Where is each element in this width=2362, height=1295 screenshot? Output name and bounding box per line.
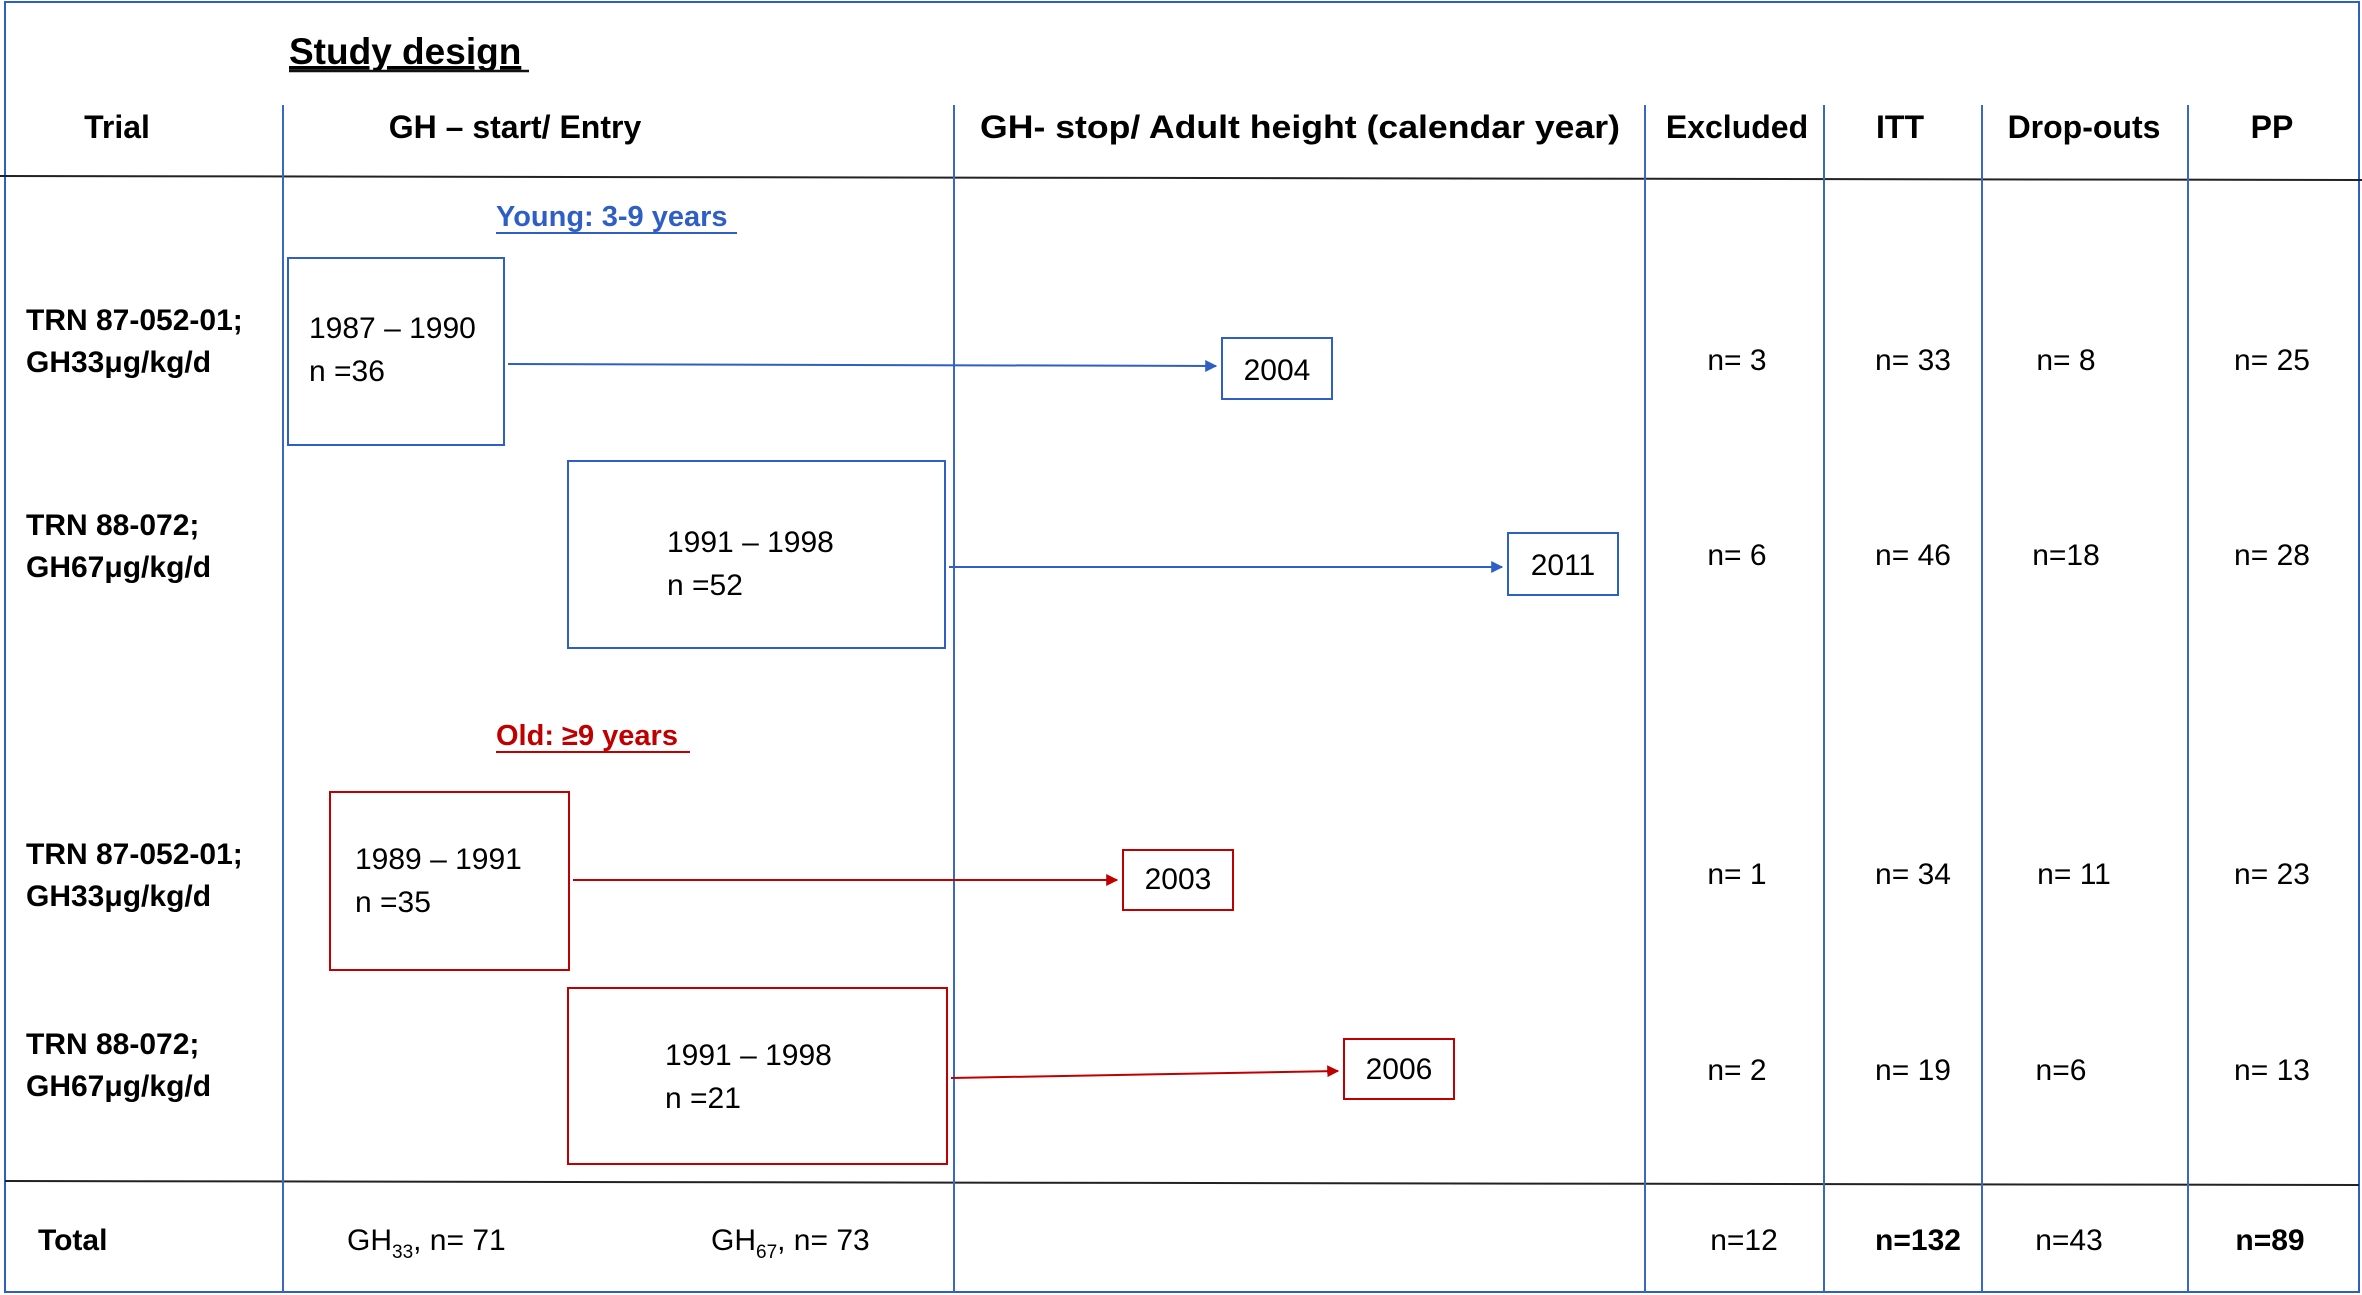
treatment-arrow — [507, 359, 1218, 372]
header-pp: PP — [2251, 109, 2294, 145]
entry-box — [567, 987, 948, 1165]
dropouts-count: n=6 — [2036, 1054, 2087, 1087]
itt-count: n= 34 — [1875, 858, 1951, 891]
entry-box — [567, 460, 946, 649]
stop-year: 2003 — [1145, 863, 1212, 896]
group-label-young: Young: 3-9 years — [496, 201, 728, 233]
stop-box — [1507, 532, 1619, 596]
pp-count: n= 25 — [2234, 344, 2310, 377]
stop-box — [1343, 1038, 1455, 1100]
entry-n: n =35 — [355, 886, 431, 919]
outer-frame — [4, 1, 2360, 1293]
itt-count: n= 33 — [1875, 344, 1951, 377]
stop-year: 2011 — [1531, 549, 1596, 582]
entry-n: n =36 — [309, 355, 385, 388]
trial-dose: GH33μg/kg/d — [26, 346, 211, 379]
total-pp: n=89 — [2235, 1224, 2304, 1257]
itt-count: n= 46 — [1875, 539, 1951, 572]
total-gh33: GH33, n= 71 — [347, 1224, 506, 1263]
pp-count: n= 13 — [2234, 1054, 2310, 1087]
trial-name: TRN 87-052-01; — [26, 304, 243, 337]
excluded-count: n= 6 — [1707, 539, 1766, 572]
entry-box — [329, 791, 570, 971]
entry-n: n =52 — [667, 569, 743, 602]
diagram-title: Study design — [289, 31, 521, 72]
stop-year: 2006 — [1366, 1053, 1433, 1086]
dropouts-count: n= 8 — [2036, 344, 2095, 377]
trial-dose: GH67μg/kg/d — [26, 1070, 211, 1103]
entry-box — [287, 257, 505, 446]
total-dropouts: n=43 — [2035, 1224, 2103, 1257]
excluded-count: n= 1 — [1707, 858, 1766, 891]
stop-box — [1122, 849, 1234, 911]
treatment-arrow — [950, 1065, 1340, 1079]
pp-count: n= 23 — [2234, 858, 2310, 891]
stop-box — [1221, 337, 1333, 400]
entry-years: 1991 – 1998 — [665, 1039, 832, 1072]
trial-dose: GH67μg/kg/d — [26, 551, 211, 584]
group-label-old: Old: ≥9 years — [496, 720, 678, 752]
dropouts-count: n= 11 — [2037, 858, 2111, 891]
header-trial: Trial — [84, 109, 150, 145]
entry-n: n =21 — [665, 1082, 741, 1115]
total-gh67-n: , n= 73 — [777, 1224, 870, 1257]
total-gh33-base: GH — [347, 1224, 392, 1257]
total-gh67: GH67, n= 73 — [711, 1224, 870, 1263]
itt-count: n= 19 — [1875, 1054, 1951, 1087]
header-excluded: Excluded — [1666, 109, 1808, 145]
trial-name: TRN 87-052-01; — [26, 838, 243, 871]
entry-years: 1987 – 1990 — [309, 312, 476, 345]
trial-name: TRN 88-072; — [26, 1028, 199, 1061]
excluded-count: n= 2 — [1707, 1054, 1766, 1087]
header-rule — [0, 175, 2362, 181]
total-rule — [4, 1180, 2360, 1186]
total-itt: n=132 — [1875, 1224, 1961, 1257]
total-label: Total — [38, 1224, 107, 1257]
entry-years: 1991 – 1998 — [667, 526, 834, 559]
entry-years: 1989 – 1991 — [355, 843, 522, 876]
total-gh33-sub: 33 — [392, 1242, 413, 1263]
trial-dose: GH33μg/kg/d — [26, 880, 211, 913]
total-gh33-n: , n= 71 — [413, 1224, 506, 1257]
dropouts-count: n=18 — [2032, 539, 2100, 572]
total-gh67-sub: 67 — [756, 1242, 777, 1263]
stop-year: 2004 — [1244, 354, 1311, 387]
header-stop: GH- stop/ Adult height (calendar year) — [980, 109, 1620, 145]
trial-name: TRN 88-072; — [26, 509, 199, 542]
header-entry: GH – start/ Entry — [389, 109, 642, 145]
excluded-count: n= 3 — [1707, 344, 1766, 377]
header-dropouts: Drop-outs — [2008, 109, 2161, 145]
pp-count: n= 28 — [2234, 539, 2310, 572]
total-excluded: n=12 — [1710, 1224, 1778, 1257]
total-gh67-base: GH — [711, 1224, 756, 1257]
header-itt: ITT — [1876, 109, 1924, 145]
